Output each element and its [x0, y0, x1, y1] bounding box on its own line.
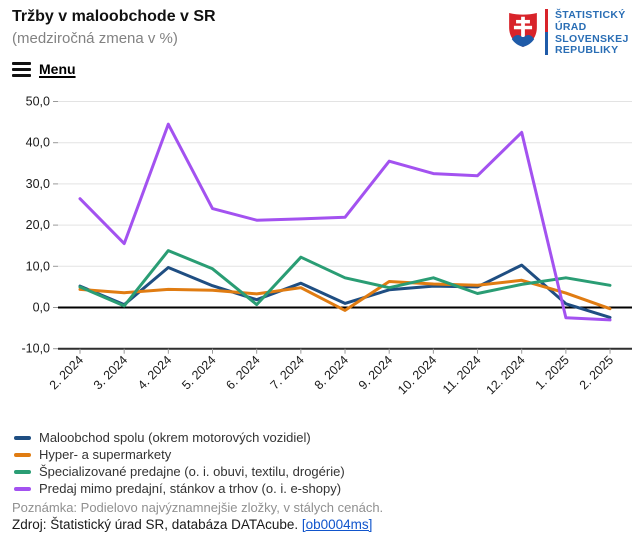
legend-swatch-icon [14, 486, 31, 491]
logo-line: ÚRAD [555, 20, 587, 33]
x-axis-label: 10. 2024 [395, 353, 439, 397]
legend-swatch-icon [14, 452, 31, 457]
page-title: Tržby v maloobchode v SR [12, 8, 216, 25]
x-axis-label: 6. 2024 [223, 353, 262, 392]
x-axis-label: 12. 2024 [484, 353, 528, 397]
x-axis-label: 3. 2024 [91, 353, 130, 392]
series-line-3 [78, 122, 612, 322]
series-line-0 [78, 263, 612, 319]
legend-label: Hyper- a supermarkety [39, 447, 172, 462]
x-axis-label: 9. 2024 [356, 353, 395, 392]
slovak-coat-of-arms-icon [509, 13, 537, 48]
y-axis-label: 0,0 [33, 301, 50, 315]
logo-line: SLOVENSKEJ [555, 32, 629, 45]
y-axis-label: 20,0 [26, 218, 50, 232]
y-axis-label: 10,0 [26, 259, 50, 273]
menu-button[interactable]: Menu [12, 61, 76, 77]
x-axis-label: 7. 2024 [268, 353, 307, 392]
legend-swatch-icon [14, 435, 31, 440]
series-line-2 [78, 249, 612, 308]
y-axis-label: 30,0 [26, 177, 50, 191]
x-axis-label: 11. 2024 [440, 353, 484, 397]
x-axis-label: 5. 2024 [179, 353, 218, 392]
x-axis-label: 1. 2025 [533, 353, 572, 392]
legend-item-1: Hyper- a supermarkety [14, 446, 345, 463]
chart-legend: Maloobchod spolu (okrem motorových vozid… [14, 429, 345, 497]
menu-label: Menu [39, 61, 76, 77]
legend-label: Špecializované predajne (o. i. obuvi, te… [39, 464, 345, 479]
hamburger-icon [12, 61, 31, 77]
logo-text: ŠTATISTICKÝ ÚRAD SLOVENSKEJ REPUBLIKY [555, 9, 629, 57]
source-text: Zdroj: Štatistický úrad SR, databáza DAT… [12, 517, 302, 532]
series-line-1 [78, 278, 612, 312]
legend-swatch-icon [14, 469, 31, 474]
x-axis-label: 8. 2024 [312, 353, 351, 392]
legend-item-2: Špecializované predajne (o. i. obuvi, te… [14, 463, 345, 480]
chart-canvas: 50,0 40,0 30,0 20,0 10,0 0,0 -10,02. 2024 3. 20… [22, 95, 632, 397]
legend-item-0: Maloobchod spolu (okrem motorových vozid… [14, 429, 345, 446]
logo-divider [545, 9, 548, 55]
source-line: Zdroj: Štatistický úrad SR, databáza DAT… [12, 517, 372, 532]
logo-line: REPUBLIKY [555, 44, 619, 57]
statistical-office-logo: ŠTATISTICKÝ ÚRAD SLOVENSKEJ REPUBLIKY [507, 9, 629, 57]
page-subtitle: (medziročná zmena v %) [12, 30, 178, 47]
logo-line: ŠTATISTICKÝ [555, 9, 626, 21]
x-axis-label: 2. 2024 [47, 353, 86, 392]
y-axis-label: 40,0 [26, 136, 50, 150]
legend-label: Predaj mimo predajní, stánkov a trhov (o… [39, 481, 342, 496]
chart-note: Poznámka: Podielovo najvýznamnejšie zlož… [12, 500, 384, 515]
legend-item-3: Predaj mimo predajní, stánkov a trhov (o… [14, 480, 345, 497]
legend-label: Maloobchod spolu (okrem motorových vozid… [39, 430, 311, 445]
dataset-link[interactable]: [ob0004ms] [301, 517, 373, 532]
line-chart: 50,0 40,0 30,0 20,0 10,0 0,0 -10,0 2. 2024 3. 20… [0, 88, 640, 418]
x-axis-label: 4. 2024 [135, 353, 174, 392]
x-axis-label: 2. 2025 [577, 353, 616, 392]
y-axis-label: -10,0 [22, 342, 51, 356]
y-axis-label: 50,0 [26, 95, 50, 109]
